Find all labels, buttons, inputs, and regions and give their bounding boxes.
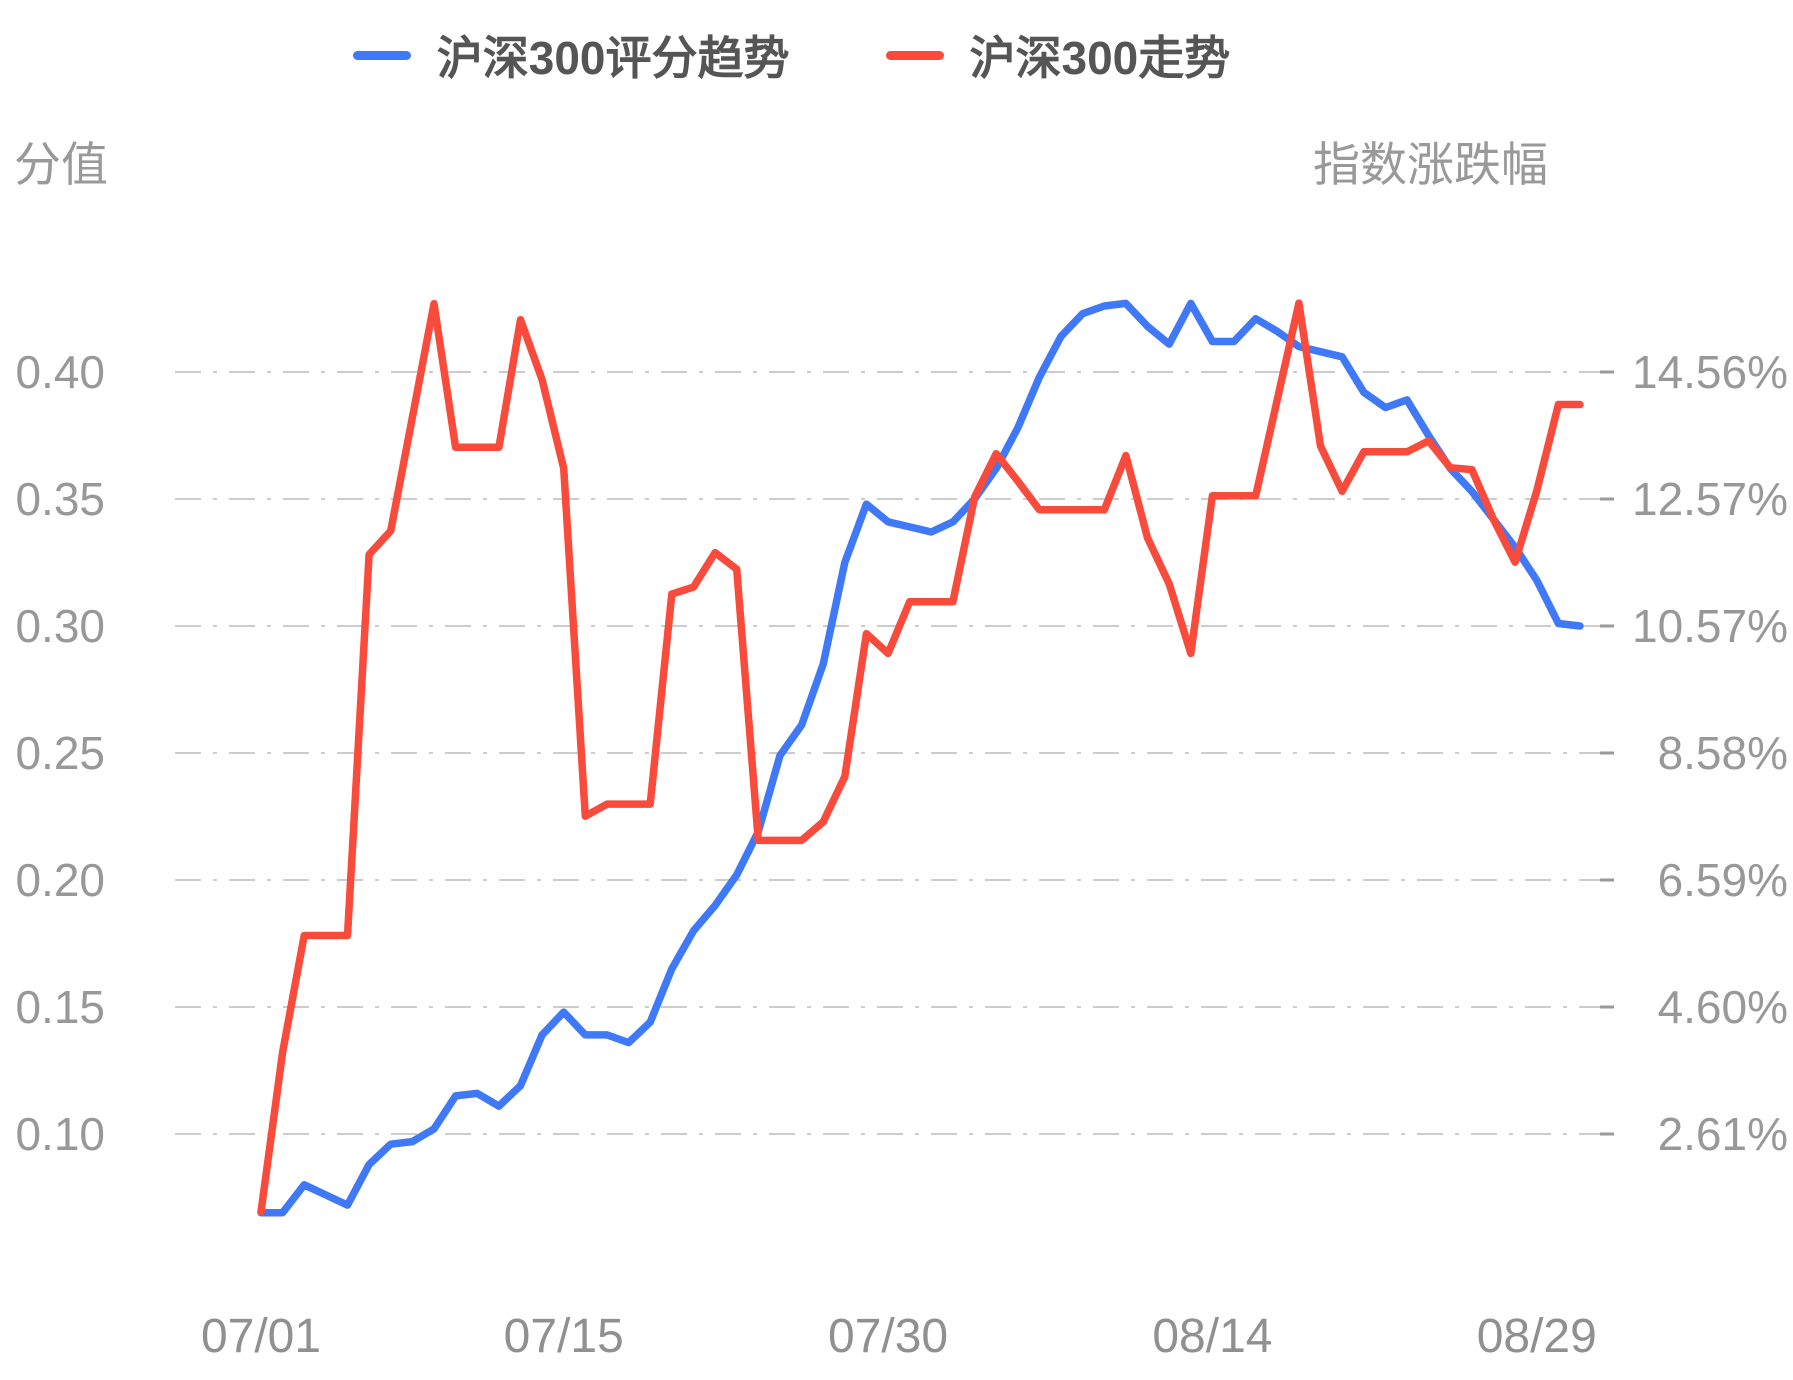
- index-trend-line-swatch: [885, 50, 944, 60]
- right-axis-tick-label: 6.59%: [1658, 854, 1788, 906]
- left-axis-title: 分值: [14, 138, 108, 191]
- left-axis-tick-label: 0.25: [15, 727, 105, 779]
- legend-item-score-trend[interactable]: 沪深300评分趋势: [352, 22, 790, 88]
- right-axis-title: 指数涨跌幅: [1313, 138, 1548, 191]
- chart-legend: 沪深300评分趋势 沪深300走势: [0, 22, 1688, 88]
- legend-label-index-trend: 沪深300走势: [969, 32, 1231, 84]
- x-axis-tick-label: 07/15: [504, 1310, 624, 1363]
- right-axis-tick-label: 12.57%: [1632, 473, 1788, 525]
- x-axis-tick-label: 07/30: [828, 1310, 948, 1363]
- left-axis-tick-label: 0.40: [15, 346, 105, 398]
- left-axis-tick-label: 0.20: [15, 854, 105, 906]
- legend-item-index-trend[interactable]: 沪深300走势: [885, 22, 1231, 88]
- x-axis-tick-label: 08/14: [1152, 1310, 1272, 1363]
- legend-label-score-trend: 沪深300评分趋势: [436, 32, 790, 84]
- score-trend-line: [257, 299, 1584, 1217]
- x-axis-tick-label: 07/01: [201, 1310, 321, 1363]
- left-axis-tick-label: 0.15: [15, 981, 105, 1033]
- right-axis-tick-label: 14.56%: [1632, 346, 1788, 398]
- right-axis-tick-label: 2.61%: [1658, 1108, 1788, 1160]
- right-axis-tick-label: 4.60%: [1658, 981, 1788, 1033]
- left-axis-tick-label: 0.35: [15, 473, 105, 525]
- right-axis-tick-label: 10.57%: [1632, 600, 1788, 652]
- index-trend-line: [257, 299, 1584, 1216]
- x-axis-tick-label: 08/29: [1477, 1310, 1597, 1363]
- right-axis-tick-label: 8.58%: [1658, 727, 1788, 779]
- left-axis-tick-label: 0.10: [15, 1108, 105, 1160]
- left-axis-tick-label: 0.30: [15, 600, 105, 652]
- score-trend-line-swatch: [352, 50, 411, 60]
